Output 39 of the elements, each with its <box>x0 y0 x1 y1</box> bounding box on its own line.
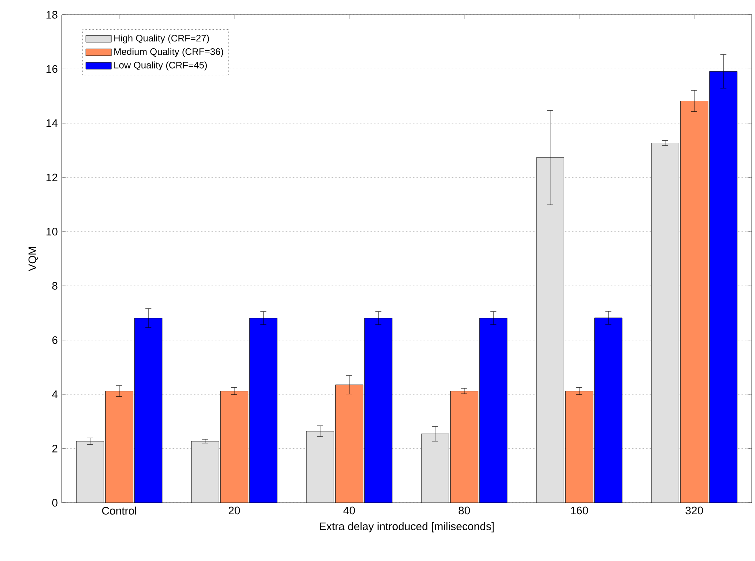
bar <box>250 318 278 503</box>
bar <box>480 318 508 503</box>
bar <box>134 318 163 503</box>
x-axis-title: Extra delay introduced [miliseconds] <box>320 522 494 533</box>
bar <box>594 318 623 503</box>
bar <box>421 434 450 503</box>
bar <box>566 391 594 503</box>
legend-label: High Quality (CRF=27) <box>114 34 210 44</box>
y-tick-label: 2 <box>52 444 58 453</box>
bar <box>306 431 334 503</box>
legend-label: Medium Quality (CRF=36) <box>114 48 224 58</box>
bar <box>364 318 393 503</box>
bar <box>450 391 479 503</box>
bar <box>220 391 248 503</box>
y-tick-label: 12 <box>46 174 58 182</box>
y-tick-label: 14 <box>46 120 58 128</box>
bar <box>106 391 134 503</box>
legend-label: Low Quality (CRF=45) <box>114 62 208 71</box>
x-tick-label: Control <box>102 506 136 515</box>
bar <box>336 384 364 503</box>
y-tick-label: 8 <box>52 282 58 290</box>
y-tick-label: 18 <box>46 11 58 19</box>
x-tick-label: 20 <box>228 506 240 515</box>
y-tick-label: 6 <box>52 336 58 344</box>
bar <box>651 143 680 503</box>
bar <box>680 101 709 503</box>
bar <box>536 158 564 503</box>
bar <box>710 71 738 503</box>
x-tick-label: 80 <box>458 506 470 515</box>
x-tick-label: 320 <box>686 506 704 515</box>
y-tick-label: 0 <box>52 499 58 507</box>
x-tick-label: 40 <box>344 506 356 515</box>
bar <box>192 441 220 503</box>
y-tick-label: 10 <box>46 228 58 236</box>
y-axis-title: VQM <box>28 247 38 272</box>
x-tick-label: 160 <box>571 506 588 515</box>
y-tick-label: 16 <box>46 65 58 74</box>
y-tick-label: 4 <box>52 390 58 398</box>
bar <box>76 441 104 503</box>
